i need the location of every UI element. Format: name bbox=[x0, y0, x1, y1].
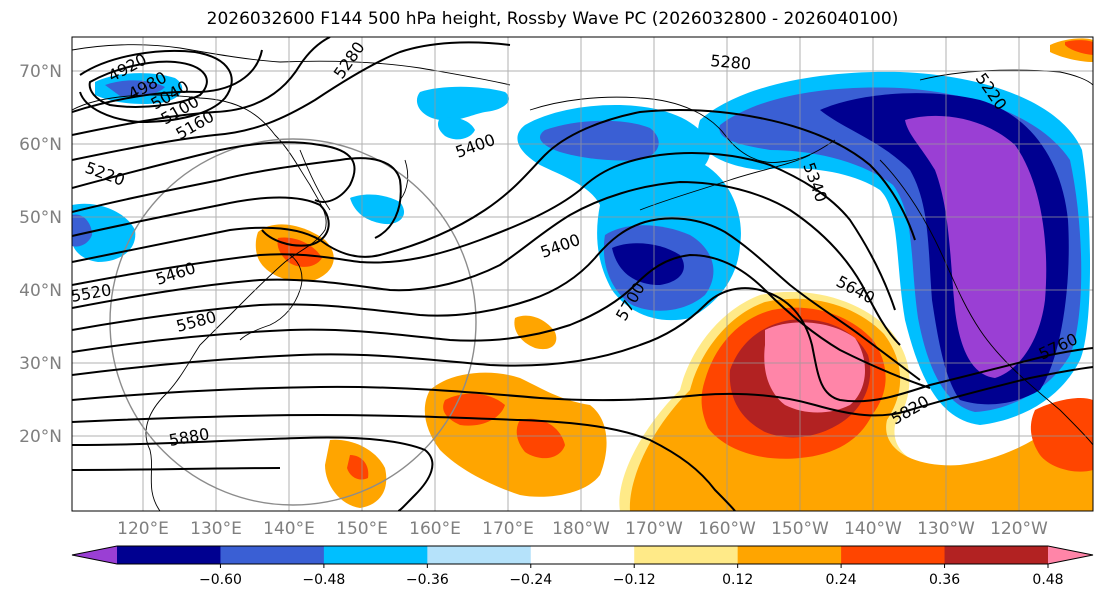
lat-label: 30°N bbox=[19, 354, 62, 374]
colorbar-swatch bbox=[634, 546, 739, 564]
coastlines bbox=[72, 44, 1093, 511]
longitude-labels: 120°E 130°E 140°E 150°E 160°E 170°E 180°… bbox=[117, 519, 1048, 539]
lon-label: 120°W bbox=[990, 519, 1048, 539]
colorbar-extend-low bbox=[72, 546, 117, 564]
gridlines bbox=[72, 37, 1093, 511]
lat-label: 50°N bbox=[19, 208, 62, 228]
lon-label: 150°E bbox=[336, 519, 388, 539]
colorbar-tick-label: 0.12 bbox=[722, 572, 753, 588]
map-frame bbox=[71, 36, 1094, 512]
lon-label: 150°W bbox=[771, 519, 829, 539]
lat-label: 70°N bbox=[19, 62, 62, 82]
colorbar-swatch bbox=[530, 546, 635, 564]
asia-coastline bbox=[72, 94, 327, 511]
colorbar-tick-label: −0.36 bbox=[406, 572, 449, 588]
colorbar: −0.60 −0.48 −0.36 −0.24 −0.12 0.12 0.24 0.36 0.4… bbox=[71, 545, 1094, 588]
colorbar-swatch bbox=[117, 546, 221, 564]
lon-label: 120°E bbox=[117, 519, 169, 539]
height-contours bbox=[72, 37, 1093, 511]
colorbar-swatch bbox=[944, 546, 1049, 564]
colorbar-swatch bbox=[737, 546, 842, 564]
colorbar-swatch bbox=[323, 546, 428, 564]
contour-label: 5280 bbox=[710, 51, 752, 73]
lon-label: 170°E bbox=[482, 519, 534, 539]
colorbar-outline bbox=[71, 545, 1094, 565]
colorbar-swatch bbox=[427, 546, 532, 564]
colorbar-tick-label: 0.48 bbox=[1032, 572, 1063, 588]
colorbar-extend-high bbox=[1048, 546, 1093, 564]
lon-label: 160°E bbox=[409, 519, 461, 539]
map-title: 2026032600 F144 500 hPa height, Rossby W… bbox=[206, 9, 899, 29]
colorbar-tick-label: 0.36 bbox=[929, 572, 960, 588]
colorbar-tick-label: −0.48 bbox=[302, 572, 345, 588]
latitude-labels: 70°N 60°N 50°N 40°N 30°N 20°N bbox=[19, 62, 62, 447]
lon-label: 180°W bbox=[552, 519, 610, 539]
lon-label: 140°E bbox=[263, 519, 315, 539]
lat-label: 40°N bbox=[19, 281, 62, 301]
lat-label: 60°N bbox=[19, 135, 62, 155]
colorbar-tick-label: −0.24 bbox=[509, 572, 552, 588]
colorbar-tick-label: 0.24 bbox=[826, 572, 857, 588]
lon-label: 140°W bbox=[844, 519, 902, 539]
radius-circle bbox=[109, 138, 477, 506]
colorbar-tick-label: −0.12 bbox=[613, 572, 656, 588]
lon-label: 130°E bbox=[190, 519, 242, 539]
lon-label: 170°W bbox=[625, 519, 683, 539]
colorbar-tick-label: −0.60 bbox=[199, 572, 242, 588]
alaska-coastline bbox=[529, 96, 836, 163]
lon-label: 130°W bbox=[917, 519, 975, 539]
lon-label: 160°W bbox=[698, 519, 756, 539]
lat-label: 20°N bbox=[19, 427, 62, 447]
colorbar-swatch bbox=[841, 546, 946, 564]
colorbar-swatch bbox=[220, 546, 325, 564]
north-america-coastline bbox=[879, 159, 1093, 446]
